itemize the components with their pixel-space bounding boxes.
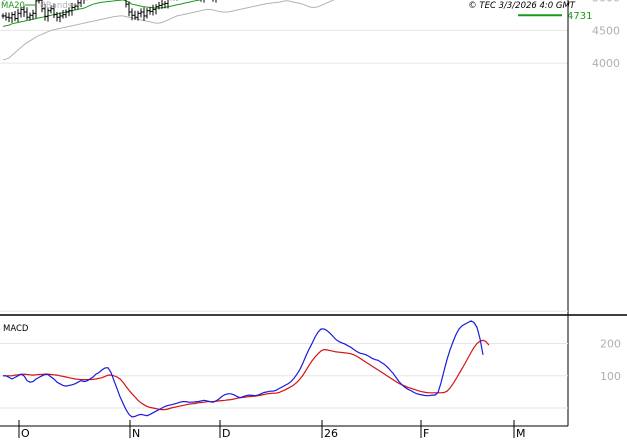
ma20-line bbox=[2, 0, 202, 27]
price-panel: 4000450050005500600065007000750069884731 bbox=[0, 0, 627, 426]
x-tick-label: N bbox=[132, 427, 140, 440]
legend-ma20-label: MA20 bbox=[1, 1, 25, 11]
macd-y-tick-label: 200 bbox=[600, 338, 621, 351]
copyright-text: © TEC 3/3/2026 4:0 GMT bbox=[468, 1, 576, 11]
macd-panel: 100 200 O N D 26 F M bbox=[0, 310, 621, 440]
macd-title: MACD bbox=[3, 324, 29, 334]
macd-signal-line bbox=[3, 339, 490, 411]
price-y-tick-label: 4000 bbox=[592, 57, 620, 70]
macd-line bbox=[3, 320, 484, 418]
price-y-tick-label: 4500 bbox=[592, 24, 620, 37]
support-label: 4731 bbox=[567, 11, 592, 22]
macd-y-tick-label: 100 bbox=[600, 370, 621, 383]
x-tick-label: O bbox=[21, 427, 30, 440]
x-tick-label: 26 bbox=[324, 427, 338, 440]
x-tick-label: D bbox=[222, 427, 230, 440]
bband-lower-line bbox=[2, 0, 335, 61]
legend-bbands-label: BBands bbox=[40, 1, 73, 11]
price-y-tick-label: 5000 bbox=[592, 0, 620, 5]
x-tick-label: F bbox=[423, 427, 429, 440]
legend: MA20 BBands bbox=[1, 1, 81, 11]
x-tick-label: M bbox=[516, 427, 526, 440]
